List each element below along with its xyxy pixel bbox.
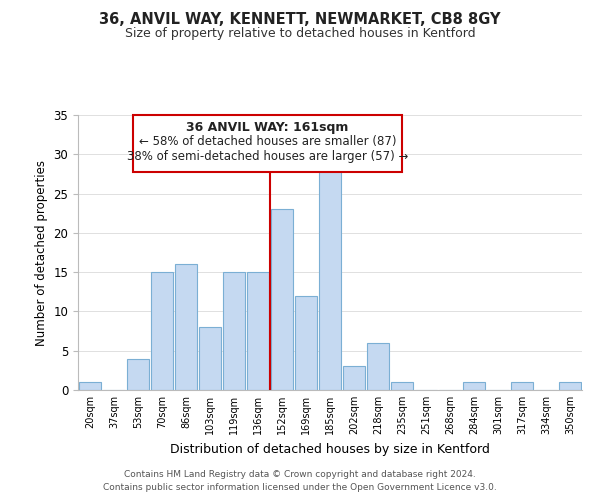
Bar — [295, 296, 317, 390]
Bar — [271, 210, 293, 390]
FancyBboxPatch shape — [133, 115, 402, 172]
Bar — [559, 382, 581, 390]
Bar — [391, 382, 413, 390]
Bar — [463, 382, 485, 390]
Bar — [199, 327, 221, 390]
Text: 36 ANVIL WAY: 161sqm: 36 ANVIL WAY: 161sqm — [187, 122, 349, 134]
Text: ← 58% of detached houses are smaller (87): ← 58% of detached houses are smaller (87… — [139, 136, 397, 148]
Bar — [367, 343, 389, 390]
Bar — [151, 272, 173, 390]
Bar — [127, 358, 149, 390]
Bar — [175, 264, 197, 390]
Bar — [343, 366, 365, 390]
Text: Size of property relative to detached houses in Kentford: Size of property relative to detached ho… — [125, 28, 475, 40]
Bar — [223, 272, 245, 390]
Bar — [247, 272, 269, 390]
Bar — [319, 162, 341, 390]
Bar — [79, 382, 101, 390]
Text: 38% of semi-detached houses are larger (57) →: 38% of semi-detached houses are larger (… — [127, 150, 408, 164]
Text: 36, ANVIL WAY, KENNETT, NEWMARKET, CB8 8GY: 36, ANVIL WAY, KENNETT, NEWMARKET, CB8 8… — [99, 12, 501, 28]
X-axis label: Distribution of detached houses by size in Kentford: Distribution of detached houses by size … — [170, 442, 490, 456]
Text: Contains HM Land Registry data © Crown copyright and database right 2024.: Contains HM Land Registry data © Crown c… — [124, 470, 476, 479]
Bar — [511, 382, 533, 390]
Text: Contains public sector information licensed under the Open Government Licence v3: Contains public sector information licen… — [103, 484, 497, 492]
Y-axis label: Number of detached properties: Number of detached properties — [35, 160, 48, 346]
